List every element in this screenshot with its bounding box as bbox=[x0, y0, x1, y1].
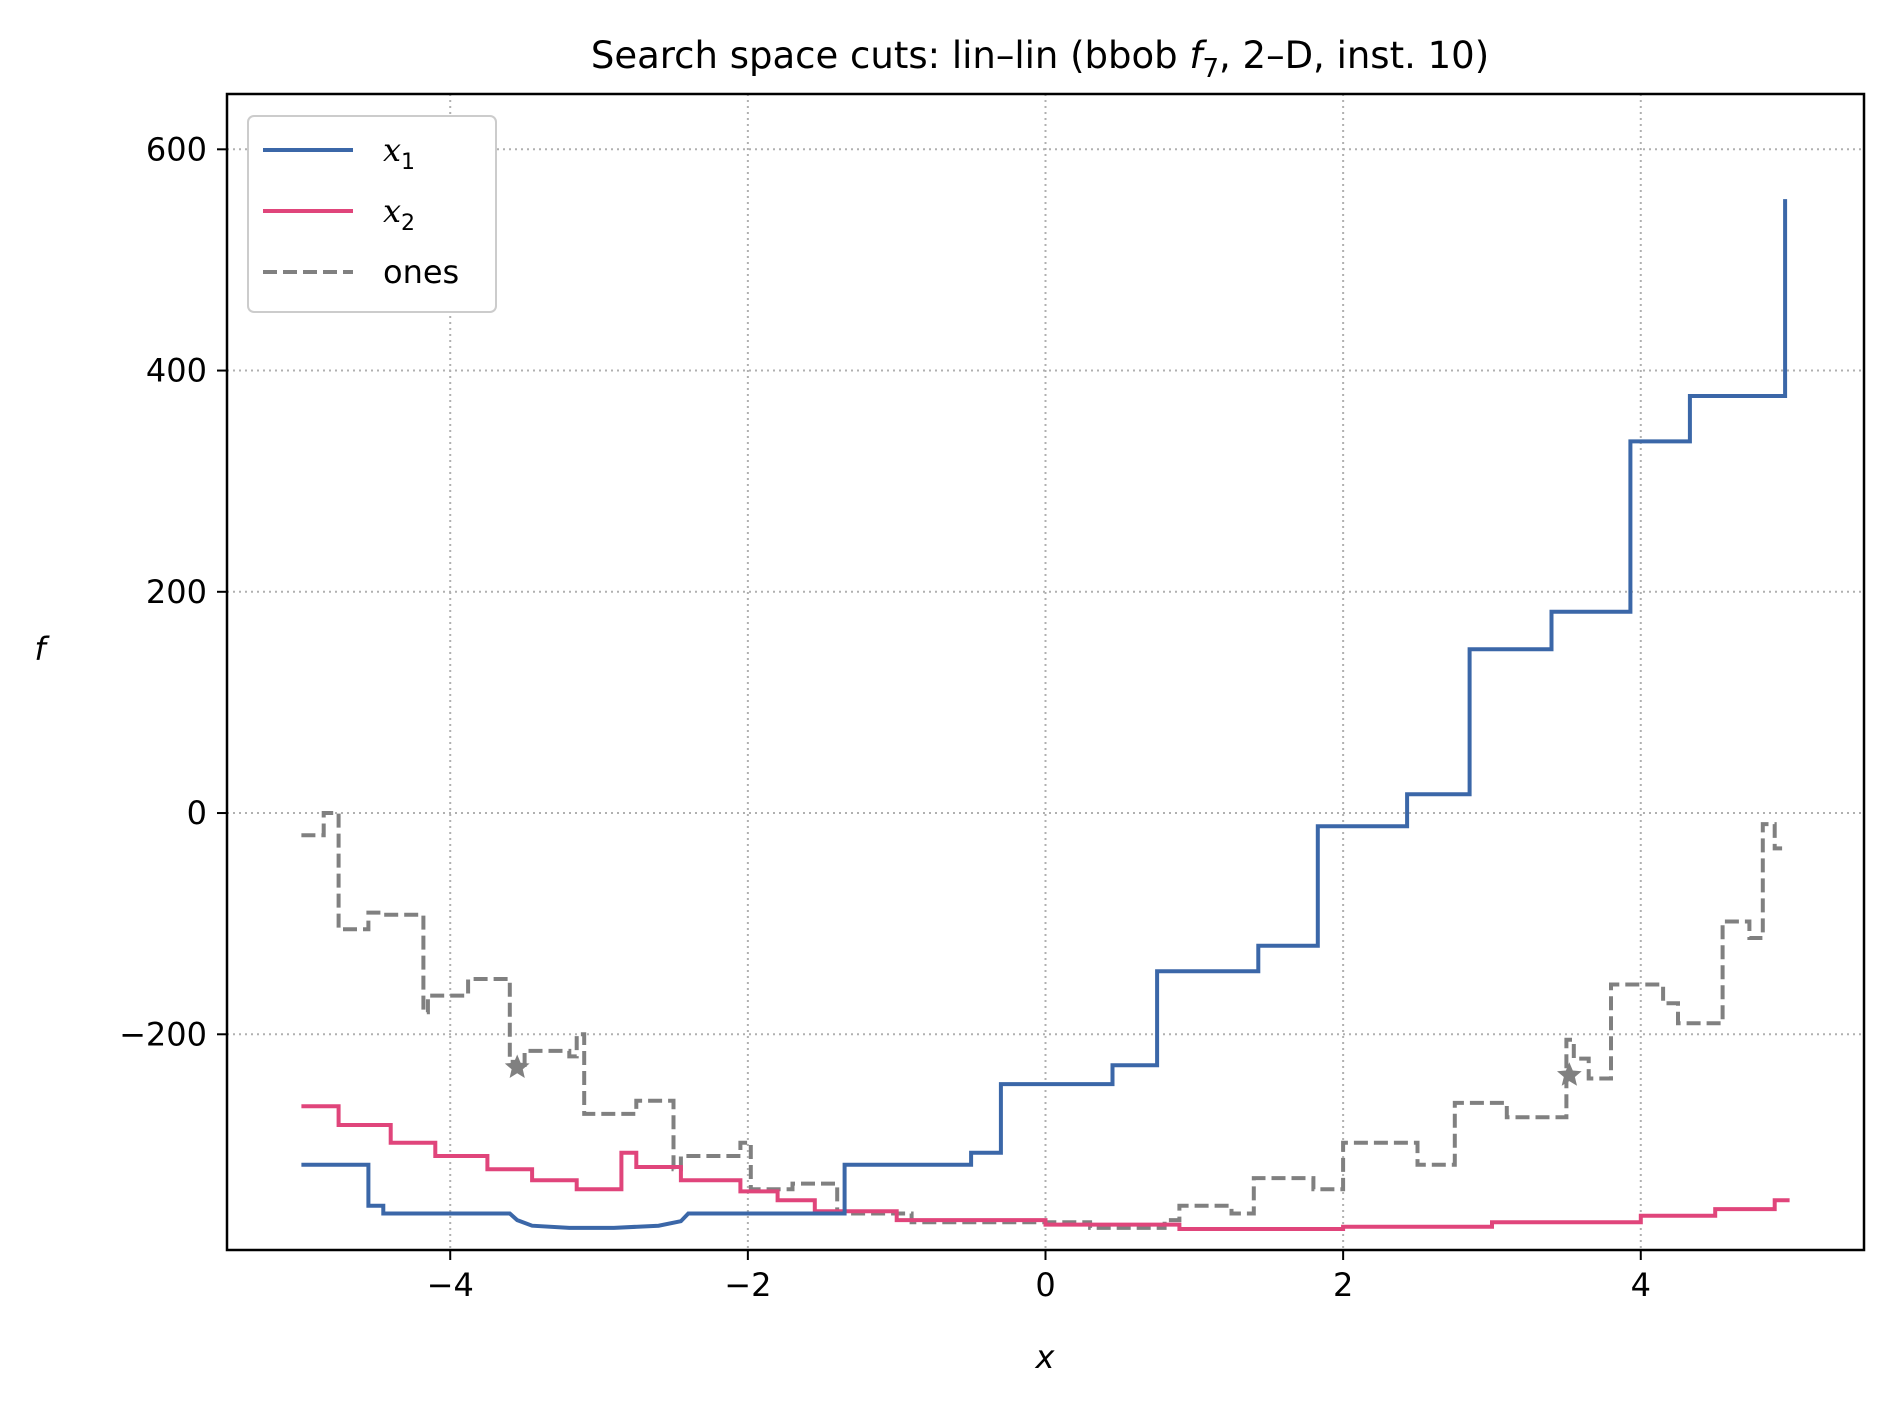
y-tick-label: 600 bbox=[146, 130, 207, 168]
legend-label-x2: x2 bbox=[383, 192, 415, 236]
y-tick-label: 0 bbox=[187, 794, 207, 832]
x-tick-label: 2 bbox=[1333, 1266, 1353, 1304]
legend-box bbox=[247, 115, 497, 313]
series-line-x2 bbox=[301, 1104, 1790, 1231]
legend: x1 x2 ones bbox=[247, 115, 497, 313]
optimum-star-marker bbox=[504, 1054, 530, 1078]
x-tick-label: 4 bbox=[1631, 1266, 1651, 1304]
plot-series bbox=[301, 199, 1790, 1231]
series-line-x1 bbox=[301, 199, 1788, 1230]
legend-label-ones: ones bbox=[383, 253, 459, 291]
legend-label-x1: x1 bbox=[383, 131, 415, 175]
x-tick-label: −4 bbox=[427, 1266, 474, 1304]
y-tick-label: 200 bbox=[146, 573, 207, 611]
x-tick-label: −2 bbox=[724, 1266, 771, 1304]
x-axis-label: x bbox=[1035, 1338, 1056, 1376]
axis-ticks: −4 −2 0 2 4 −200 0 200 400 600 bbox=[119, 130, 1651, 1304]
optimum-star-marker bbox=[1557, 1062, 1582, 1086]
series-line-ones bbox=[301, 811, 1783, 1230]
chart-title: Search space cuts: lin–lin (bbob f7, 2–D… bbox=[591, 34, 1489, 84]
x-tick-label: 0 bbox=[1035, 1266, 1055, 1304]
y-tick-label: −200 bbox=[119, 1015, 207, 1053]
y-tick-label: 400 bbox=[146, 352, 207, 390]
